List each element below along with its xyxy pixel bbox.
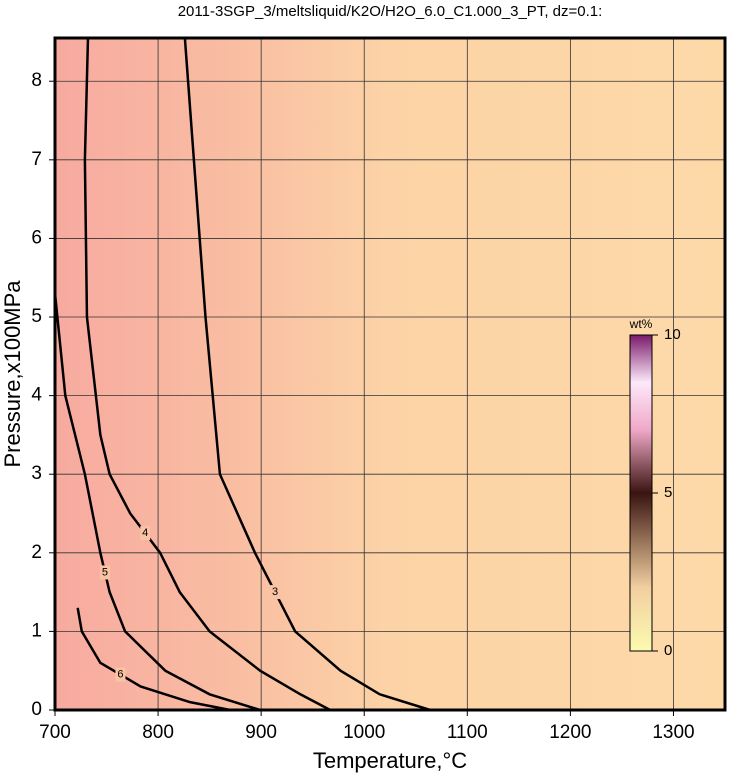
contour-label: 5 [102, 566, 108, 578]
plot-frame [53, 36, 727, 712]
y-tick-label: 6 [31, 227, 42, 248]
x-tick-label: 1000 [343, 722, 385, 743]
contour-label: 4 [142, 527, 148, 539]
y-axis-label: Pressure,x100MPa [0, 280, 25, 468]
colorbar-label: wt% [629, 317, 653, 331]
contour-label: 6 [117, 669, 123, 681]
contour-label-bg [140, 526, 151, 541]
y-tick-label: 5 [31, 306, 42, 327]
colorbar-tick-label: 0 [664, 642, 672, 659]
y-tick-label: 8 [31, 70, 42, 91]
x-tick-label: 700 [39, 722, 71, 743]
colorbar-tick-label: 5 [664, 484, 672, 501]
contour-label-bg [99, 565, 110, 580]
colorbar-tick-label: 10 [664, 326, 681, 343]
y-tick-label: 0 [31, 699, 42, 720]
x-axis-label: Temperature,°C [313, 748, 467, 773]
y-tick-label: 4 [31, 385, 42, 406]
chart-title: 2011-3SGP_3/meltsliquid/K2O/H2O_6.0_C1.0… [178, 3, 603, 20]
x-tick-label: 800 [142, 722, 174, 743]
y-tick-label: 7 [31, 149, 42, 170]
contour-line [53, 293, 261, 712]
colorbar [629, 334, 653, 652]
x-tick-label: 1100 [447, 722, 488, 743]
x-tick-label: 900 [245, 722, 277, 743]
y-tick-label: 3 [31, 463, 42, 484]
y-tick-label: 1 [31, 620, 42, 641]
contour-label: 3 [272, 586, 278, 598]
y-tick-label: 2 [31, 542, 42, 563]
plot-background [55, 38, 725, 710]
x-tick-label: 1200 [549, 722, 591, 743]
x-tick-label: 1300 [652, 722, 694, 743]
contour-label-bg [115, 667, 126, 682]
contour-label-bg [270, 585, 281, 600]
plot-layer: 3 4 5 6 [53, 37, 725, 712]
